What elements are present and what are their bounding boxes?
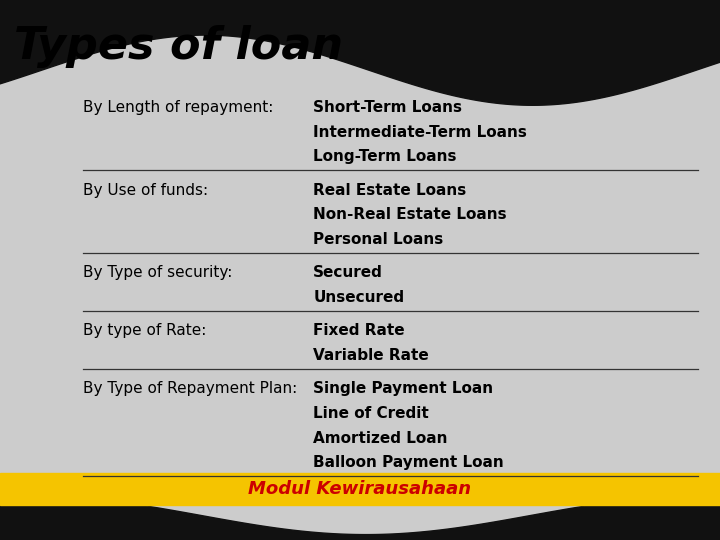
Text: Types of loan: Types of loan bbox=[14, 24, 343, 68]
Text: Long-Term Loans: Long-Term Loans bbox=[313, 149, 456, 164]
Text: Balloon Payment Loan: Balloon Payment Loan bbox=[313, 455, 504, 470]
Text: Amortized Loan: Amortized Loan bbox=[313, 431, 448, 445]
Text: Single Payment Loan: Single Payment Loan bbox=[313, 381, 493, 396]
Text: Secured: Secured bbox=[313, 265, 383, 280]
Text: Unsecured: Unsecured bbox=[313, 290, 405, 305]
Text: By type of Rate:: By type of Rate: bbox=[83, 323, 206, 338]
Text: Real Estate Loans: Real Estate Loans bbox=[313, 183, 467, 198]
Text: Non-Real Estate Loans: Non-Real Estate Loans bbox=[313, 207, 507, 222]
Text: Personal Loans: Personal Loans bbox=[313, 232, 444, 247]
Text: By Type of Repayment Plan:: By Type of Repayment Plan: bbox=[83, 381, 297, 396]
Text: By Use of funds:: By Use of funds: bbox=[83, 183, 208, 198]
Text: By Length of repayment:: By Length of repayment: bbox=[83, 100, 273, 115]
Text: Short-Term Loans: Short-Term Loans bbox=[313, 100, 462, 115]
Text: By Type of security:: By Type of security: bbox=[83, 265, 232, 280]
Text: Variable Rate: Variable Rate bbox=[313, 348, 429, 363]
Text: Modul Kewirausahaan: Modul Kewirausahaan bbox=[248, 480, 472, 498]
Text: Fixed Rate: Fixed Rate bbox=[313, 323, 405, 338]
Bar bbox=[0, 472, 720, 505]
Text: Line of Credit: Line of Credit bbox=[313, 406, 429, 421]
Text: Intermediate-Term Loans: Intermediate-Term Loans bbox=[313, 125, 527, 139]
